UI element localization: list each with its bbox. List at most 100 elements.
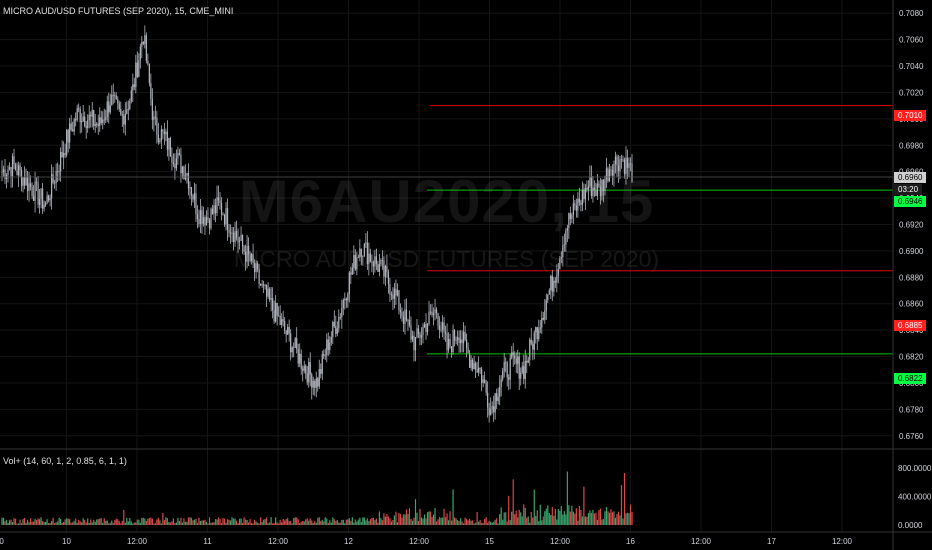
volume-bar [371, 517, 373, 525]
volume-bar [226, 519, 229, 525]
name-watermark: MICRO AUD/USD FUTURES (SEP 2020) [233, 246, 660, 272]
volume-bar [574, 513, 576, 525]
volume-bar [105, 520, 107, 525]
volume-bar [114, 520, 116, 525]
volume-bar [599, 508, 602, 525]
candle-body [557, 269, 559, 276]
candle-body [294, 338, 296, 348]
volume-bar [607, 511, 609, 525]
candle-body [378, 264, 380, 272]
volume-bar [108, 523, 110, 525]
volume-bar [55, 522, 57, 525]
candle-body [75, 119, 77, 121]
candle-body [60, 152, 62, 172]
candle-body [129, 101, 131, 110]
volume-bar [100, 518, 102, 525]
candle-body [434, 309, 436, 314]
volume-bar [276, 522, 278, 525]
candle-body [20, 170, 23, 186]
volume-bar [34, 518, 36, 525]
volume-indicator-label[interactable]: Vol+ (14, 60, 1, 2, 0.85, 6, 1, 1) [3, 456, 127, 466]
volume-bar [533, 489, 535, 525]
volume-bar [383, 513, 385, 525]
candle-body [586, 187, 588, 190]
candle-body [123, 115, 125, 125]
volume-bar [524, 507, 526, 525]
candle-body [374, 256, 376, 267]
volume-bar [103, 518, 105, 525]
volume-bar [413, 517, 415, 525]
candle-body [111, 94, 113, 106]
volume-bar [544, 511, 546, 525]
volume-bar [526, 517, 528, 525]
candle-body [296, 338, 298, 349]
candle-body [219, 200, 221, 203]
volume-bar [231, 517, 233, 525]
candle-body [78, 108, 80, 110]
volume-bar [602, 518, 605, 525]
volume-bar [23, 517, 26, 525]
volume-bar [462, 523, 465, 525]
volume-bar [154, 523, 156, 525]
candle-body [469, 353, 471, 368]
volume-bar [60, 518, 62, 525]
horizontal-lines[interactable] [427, 105, 893, 355]
candle-body [514, 355, 516, 359]
symbol-title[interactable]: MICRO AUD/USD FUTURES (SEP 2020), 15, CM… [3, 6, 234, 16]
volume-bar [172, 518, 175, 525]
volume-bar [514, 514, 516, 525]
candle-body [344, 298, 346, 300]
volume-bar [184, 521, 187, 525]
candle-body [156, 117, 158, 135]
candle-body [28, 183, 30, 192]
candle-body [335, 326, 337, 334]
candle-body [375, 256, 377, 264]
volume-bar [481, 522, 483, 525]
volume-bar [49, 523, 51, 525]
candle-body [441, 322, 444, 330]
volume-bar [452, 489, 454, 525]
volume-bar [19, 519, 21, 525]
candle-body [616, 156, 618, 166]
volume-bar [228, 519, 230, 525]
candle-body [398, 290, 400, 311]
volume-bar [48, 522, 50, 525]
candle-body [611, 169, 614, 176]
candle-body [282, 319, 284, 322]
volume-bar [502, 519, 504, 525]
volume-bar [141, 517, 143, 525]
candle-body [581, 189, 583, 205]
volume-bar [399, 514, 402, 525]
candle-body [127, 109, 129, 110]
candle-body [4, 169, 6, 179]
volume-bar [150, 517, 152, 525]
candle-body [509, 357, 511, 380]
volume-bar [300, 521, 302, 525]
volume-bar [348, 518, 350, 525]
candle-body [482, 379, 484, 383]
volume-bar [299, 523, 301, 525]
volume-bar [61, 522, 63, 525]
volume-bar [94, 521, 96, 525]
candle-body [475, 363, 477, 370]
volume-bar [136, 519, 138, 525]
volume-bar [214, 519, 217, 525]
candle-body [94, 124, 96, 126]
candle-body [523, 366, 525, 380]
candle-body [151, 98, 153, 120]
volume-bar [201, 520, 203, 525]
candle-body [45, 203, 47, 205]
candle-body [368, 253, 370, 264]
volume-bar [123, 509, 125, 525]
time-tick-label: 12:00 [691, 537, 712, 546]
volume-bar [25, 522, 27, 525]
candle-body [90, 114, 92, 117]
volume-bar [577, 520, 579, 525]
time-tick-label: 12:00 [127, 537, 148, 546]
volume-bar [566, 471, 568, 525]
candle-body [193, 193, 196, 200]
time-axis[interactable]: 2:00 10 12:00 11 12:00 12 12:00 15 12:00 16 12:00 1… [0, 537, 853, 546]
candle-body [81, 121, 83, 123]
candle-body [284, 321, 286, 331]
